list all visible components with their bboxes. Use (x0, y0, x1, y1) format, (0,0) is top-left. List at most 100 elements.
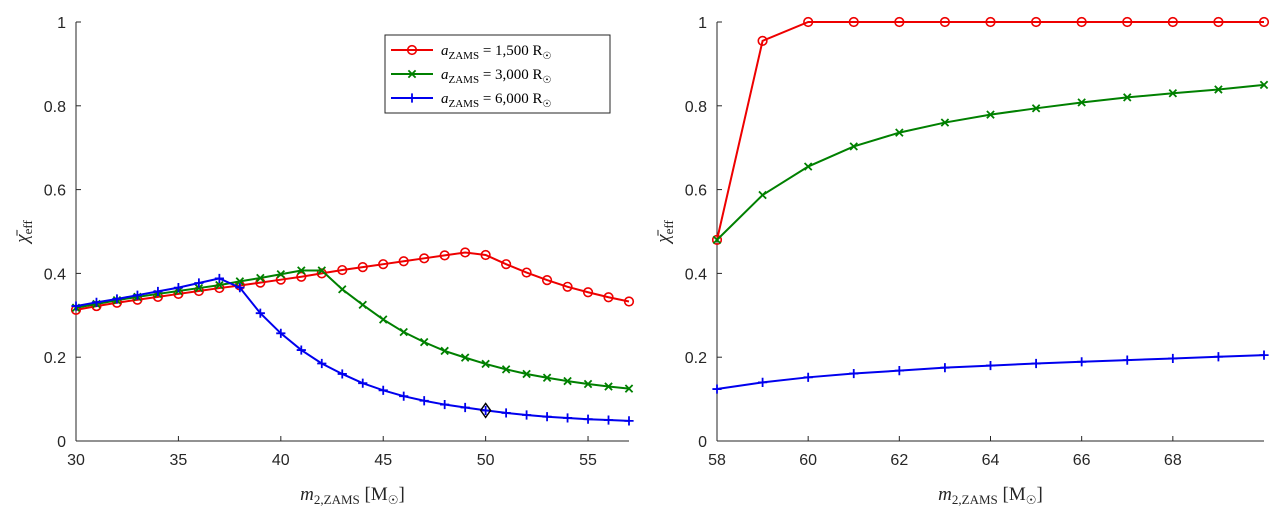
data-point (1258, 16, 1270, 28)
data-point (895, 128, 904, 137)
data-point (399, 327, 408, 337)
y-tick-label: 0.8 (44, 99, 66, 116)
data-point (522, 369, 531, 379)
data-point (439, 250, 450, 261)
data-point (296, 271, 307, 282)
data-point (440, 399, 450, 410)
data-point (1030, 16, 1042, 28)
data-point (399, 391, 409, 401)
data-point (338, 285, 347, 294)
data-point (1213, 352, 1224, 362)
data-point (378, 259, 389, 270)
data-point (215, 280, 224, 290)
y-tick-label: 0.2 (685, 350, 707, 367)
data-point (276, 270, 286, 279)
data-point (849, 142, 858, 151)
data-point (582, 287, 594, 298)
data-point (378, 385, 388, 395)
data-point (132, 290, 143, 300)
data-point (848, 16, 859, 28)
data-point (803, 16, 814, 28)
x-tick-label: 58 (708, 452, 726, 469)
data-point (1077, 357, 1087, 367)
legend-marker (406, 44, 418, 56)
data-point (481, 359, 490, 369)
data-point (1031, 104, 1041, 113)
data-point (562, 281, 573, 292)
data-point (1167, 16, 1178, 28)
data-point (276, 328, 286, 338)
data-point (1076, 16, 1087, 28)
y-tick-label: 0.8 (685, 99, 707, 116)
series-azams-1-500-r (711, 16, 1270, 245)
x-tick-label: 62 (890, 452, 908, 469)
series-line (75, 269, 630, 390)
data-point (194, 278, 204, 288)
data-point (1168, 353, 1178, 364)
legend-item-azams-6-000-r: aZAMS = 6,000 R☉ (391, 91, 552, 110)
x-tick-label: 40 (272, 452, 290, 469)
data-point (235, 277, 245, 286)
data-point (757, 377, 768, 387)
data-point (337, 369, 347, 379)
data-point (624, 384, 634, 393)
series-azams-6-000-r (712, 350, 1269, 394)
legend-label: aZAMS = 1,500 R☉ (441, 43, 552, 62)
series-azams-3-000-r (712, 80, 1269, 245)
data-point (337, 264, 348, 276)
data-point (480, 249, 491, 261)
y-tick-label: 0.6 (685, 183, 707, 200)
data-point (542, 373, 552, 382)
data-point (153, 286, 163, 297)
x-tick-label: 60 (799, 452, 817, 469)
y-axis-label: χ̄eff (12, 220, 35, 245)
data-point (419, 253, 430, 264)
data-point (419, 396, 429, 406)
x-tick-label: 55 (579, 452, 597, 469)
data-point (460, 247, 471, 258)
data-point (521, 267, 532, 278)
data-point (440, 346, 449, 356)
data-point (398, 256, 409, 267)
data-point (481, 405, 491, 416)
y-tick-label: 1 (698, 15, 707, 32)
y-tick-label: 0.4 (685, 266, 707, 283)
chart-left: 30 35 40 45 50 55 0 0.2 0.4 0.6 0.8 1 m2,ZAMS [M☉] χ̄… (12, 15, 635, 507)
data-point (542, 412, 552, 422)
series-line (716, 83, 1265, 241)
data-point (583, 379, 593, 389)
y-tick-label: 0.6 (44, 183, 66, 200)
legend-item-azams-1-500-r: aZAMS = 1,500 R☉ (391, 43, 552, 62)
data-point (1122, 355, 1132, 365)
data-point (894, 16, 905, 28)
data-point (803, 162, 813, 171)
data-point (1031, 358, 1041, 369)
data-point (803, 372, 813, 382)
data-point (521, 410, 532, 420)
x-tick-label: 50 (477, 452, 495, 469)
data-point (758, 190, 767, 200)
data-point (1213, 16, 1224, 28)
data-point (711, 234, 723, 245)
x-tick-label: 35 (170, 452, 188, 469)
series-azams-1-500-r (70, 247, 635, 315)
data-point (894, 366, 904, 376)
data-point (712, 384, 722, 394)
data-point (419, 337, 429, 347)
chart-right: 58 60 62 64 66 68 0 0.2 0.4 0.6 0.8 1 m2,ZAMS [M☉] χ̄… (653, 15, 1270, 507)
x-tick-label: 66 (1073, 452, 1091, 469)
data-point (563, 376, 572, 386)
data-point (358, 300, 367, 310)
data-point (562, 413, 573, 423)
y-tick-label: 0 (57, 434, 66, 451)
data-point (1259, 80, 1269, 90)
data-point (1122, 16, 1133, 28)
data-point (358, 378, 368, 388)
series-line (716, 21, 1264, 241)
data-point (460, 402, 470, 413)
data-point (603, 415, 614, 425)
data-point (71, 301, 81, 311)
data-point (849, 368, 859, 379)
y-axis-label: χ̄eff (653, 220, 676, 245)
